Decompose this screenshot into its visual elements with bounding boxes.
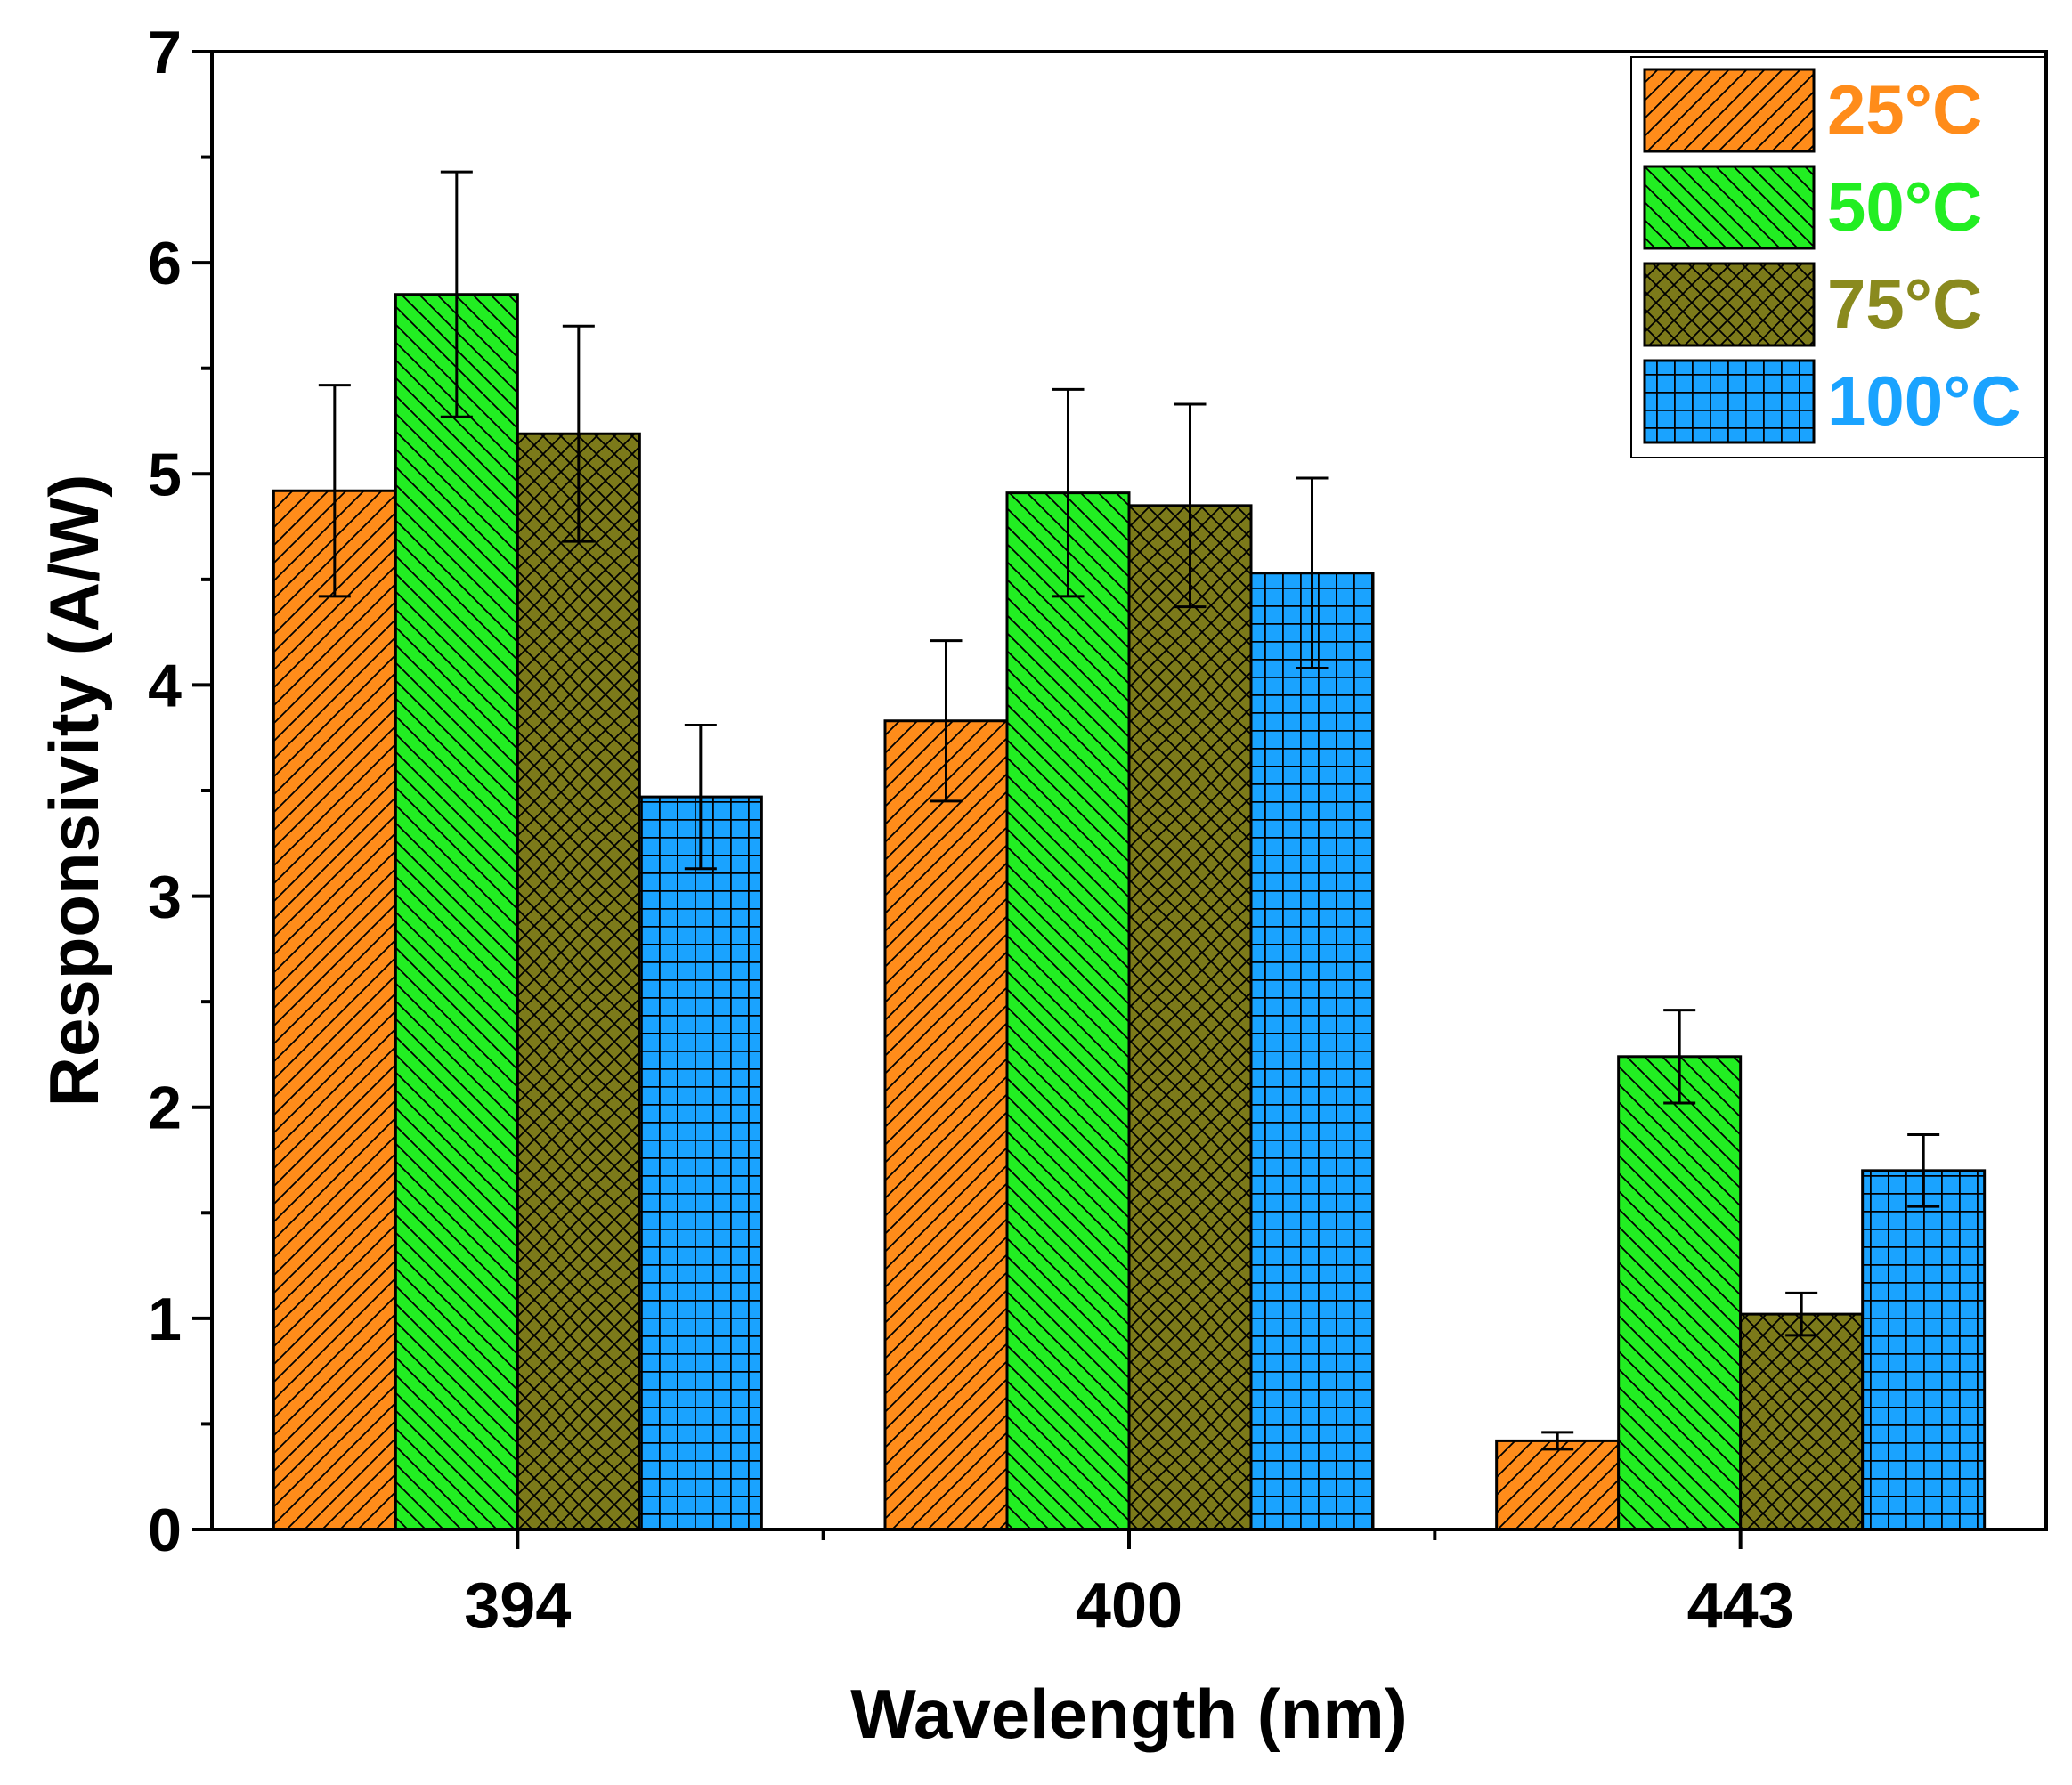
error-bar-25CC-443 [1541, 1431, 1574, 1451]
bar-75CC-443 [1739, 1312, 1865, 1531]
x-axis-label: Wavelength (nm) [850, 1675, 1407, 1753]
error-bar-75CC-394 [562, 324, 595, 543]
bars-layer [272, 293, 1987, 1531]
legend-swatch [1643, 262, 1816, 347]
error-bar-100CC-400 [1296, 476, 1329, 669]
bar-100CC-443 [1861, 1169, 1987, 1531]
y-tick-label: 5 [148, 441, 182, 508]
y-tick-label: 4 [148, 652, 182, 719]
error-bar-50CC-394 [440, 170, 473, 418]
x-tick-label: 400 [1076, 1570, 1182, 1642]
bar-25CC-443 [1495, 1439, 1621, 1531]
error-bar-25CC-394 [318, 384, 351, 598]
bar-75CC-394 [516, 432, 641, 1531]
y-axis: 0 1 2 3 4 5 6 7 [148, 19, 212, 1564]
y-tick-label: 1 [148, 1286, 182, 1353]
legend-label: 75°C [1827, 264, 1982, 343]
y-tick-label: 2 [148, 1075, 182, 1142]
legend: 25°C 50°C 75°C 100°C [1630, 56, 2045, 458]
y-tick-label: 3 [148, 864, 182, 931]
error-bar-25CC-400 [930, 639, 963, 803]
legend-label: 25°C [1827, 70, 1982, 149]
error-bar-75CC-400 [1174, 402, 1207, 609]
bar-50CC-400 [1005, 491, 1131, 1531]
bar-100CC-394 [638, 795, 763, 1531]
bar-50CC-443 [1617, 1055, 1743, 1531]
legend-swatch [1643, 359, 1816, 444]
legend-label: 50°C [1827, 167, 1982, 246]
bar-25CC-400 [883, 719, 1009, 1531]
y-tick-label: 0 [148, 1497, 182, 1564]
error-bar-75CC-443 [1785, 1291, 1818, 1337]
legend-swatch [1643, 165, 1816, 250]
x-tick-label: 443 [1687, 1570, 1794, 1642]
x-axis: 394 400 443 [464, 1529, 1794, 1642]
error-bar-100CC-443 [1907, 1133, 1940, 1208]
y-tick-label: 6 [148, 230, 182, 297]
bar-50CC-394 [394, 293, 519, 1531]
x-tick-label: 394 [464, 1570, 571, 1642]
bar-100CC-400 [1249, 572, 1375, 1531]
legend-label: 100°C [1827, 361, 2021, 440]
y-tick-label: 7 [148, 19, 182, 86]
bar-75CC-400 [1127, 504, 1253, 1531]
error-bar-50CC-400 [1052, 387, 1085, 598]
legend-swatch [1643, 68, 1816, 153]
bar-25CC-394 [272, 489, 397, 1531]
error-bar-100CC-394 [684, 723, 717, 871]
error-bars-layer [318, 170, 1940, 1451]
error-bar-50CC-443 [1663, 1009, 1696, 1105]
y-axis-label: Responsivity (A/W) [35, 475, 113, 1108]
